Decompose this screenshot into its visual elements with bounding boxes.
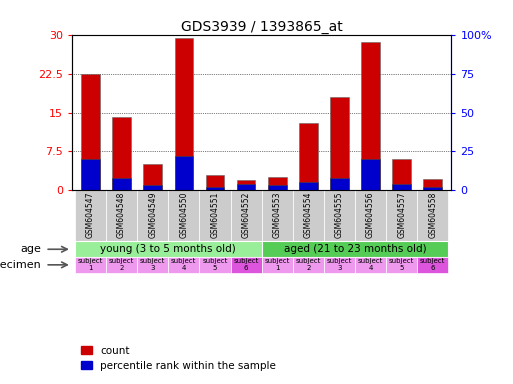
Text: GSM604553: GSM604553 <box>273 192 282 238</box>
Bar <box>236 184 255 190</box>
Bar <box>200 190 230 242</box>
Text: subject
1: subject 1 <box>78 258 103 271</box>
Text: subject
4: subject 4 <box>171 258 196 271</box>
Bar <box>206 187 224 190</box>
Bar <box>236 180 255 190</box>
Bar <box>355 257 386 273</box>
Bar <box>355 190 386 242</box>
Bar <box>324 190 355 242</box>
Bar <box>417 257 448 273</box>
Text: subject
6: subject 6 <box>420 258 445 271</box>
Text: subject
4: subject 4 <box>358 258 383 271</box>
Text: GSM604549: GSM604549 <box>148 192 157 238</box>
Text: GSM604555: GSM604555 <box>335 192 344 238</box>
Text: GSM604548: GSM604548 <box>117 192 126 238</box>
Bar <box>174 156 193 190</box>
Bar <box>137 257 168 273</box>
Legend: count, percentile rank within the sample: count, percentile rank within the sample <box>77 341 280 375</box>
Bar <box>423 187 442 190</box>
Text: GSM604551: GSM604551 <box>210 192 220 238</box>
Bar <box>392 159 411 190</box>
Bar <box>262 242 448 257</box>
Text: GSM604547: GSM604547 <box>86 192 95 238</box>
Text: GSM604557: GSM604557 <box>397 192 406 238</box>
Text: subject
1: subject 1 <box>265 258 290 271</box>
Text: subject
6: subject 6 <box>233 258 259 271</box>
Text: subject
3: subject 3 <box>327 258 352 271</box>
Text: subject
3: subject 3 <box>140 258 165 271</box>
Bar <box>230 257 262 273</box>
Text: aged (21 to 23 months old): aged (21 to 23 months old) <box>284 244 426 254</box>
Bar <box>200 257 230 273</box>
Bar <box>392 184 411 190</box>
Bar <box>206 175 224 190</box>
Bar <box>361 159 380 190</box>
Bar <box>230 190 262 242</box>
Text: GSM604558: GSM604558 <box>428 192 437 238</box>
Bar <box>106 257 137 273</box>
Text: subject
2: subject 2 <box>109 258 134 271</box>
Text: age: age <box>21 244 42 254</box>
Bar <box>262 257 293 273</box>
Bar <box>144 185 162 190</box>
Text: young (3 to 5 months old): young (3 to 5 months old) <box>101 244 236 254</box>
Bar <box>168 190 200 242</box>
Bar <box>75 242 262 257</box>
Bar <box>293 257 324 273</box>
Bar <box>262 190 293 242</box>
Text: GSM604550: GSM604550 <box>180 192 188 238</box>
Bar <box>268 185 287 190</box>
Bar <box>81 73 100 190</box>
Bar <box>268 177 287 190</box>
Text: GSM604556: GSM604556 <box>366 192 375 238</box>
Bar <box>75 190 106 242</box>
Bar <box>361 42 380 190</box>
Bar <box>75 257 106 273</box>
Bar <box>299 123 318 190</box>
Bar <box>168 257 200 273</box>
Bar <box>299 182 318 190</box>
Text: GSM604554: GSM604554 <box>304 192 313 238</box>
Bar <box>144 164 162 190</box>
Text: subject
5: subject 5 <box>389 258 415 271</box>
Text: specimen: specimen <box>0 260 42 270</box>
Bar <box>106 190 137 242</box>
Bar <box>330 178 349 190</box>
Bar <box>386 257 417 273</box>
Text: subject
5: subject 5 <box>202 258 228 271</box>
Bar <box>417 190 448 242</box>
Text: subject
2: subject 2 <box>295 258 321 271</box>
Bar <box>137 190 168 242</box>
Text: GSM604552: GSM604552 <box>242 192 250 238</box>
Bar <box>330 97 349 190</box>
Bar <box>386 190 417 242</box>
Bar <box>112 178 131 190</box>
Bar <box>423 179 442 190</box>
Bar <box>174 38 193 190</box>
Bar <box>293 190 324 242</box>
Bar <box>324 257 355 273</box>
Title: GDS3939 / 1393865_at: GDS3939 / 1393865_at <box>181 20 343 33</box>
Bar <box>81 159 100 190</box>
Bar <box>112 117 131 190</box>
